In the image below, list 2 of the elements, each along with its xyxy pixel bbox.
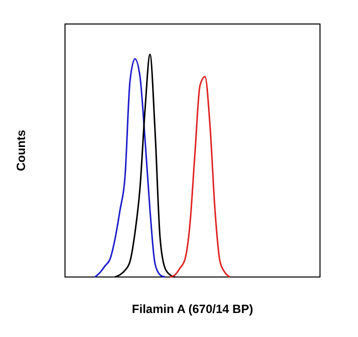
- y-axis-title: Counts: [14, 130, 28, 172]
- x-axis-title: Filamin A (670/14 BP): [132, 302, 254, 316]
